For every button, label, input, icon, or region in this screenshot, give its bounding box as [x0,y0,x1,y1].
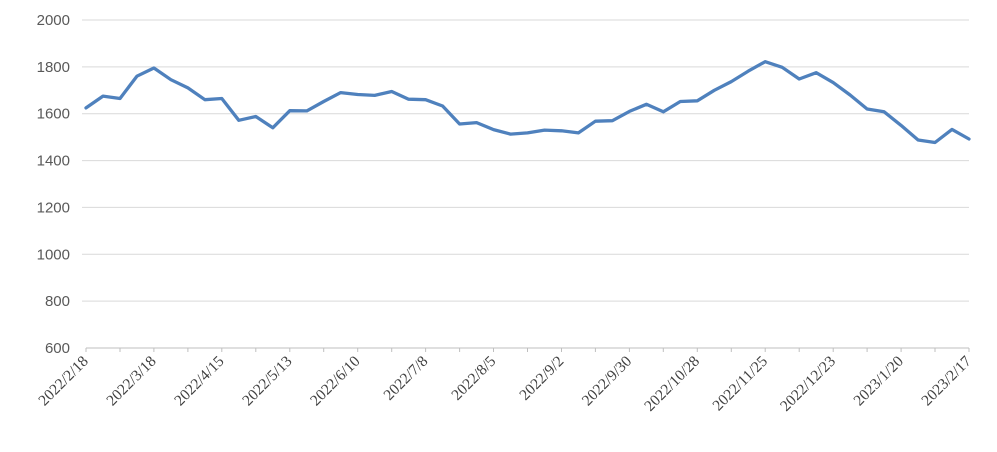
x-axis-label: 2023/1/20 [850,353,907,410]
x-axis-label: 2022/12/23 [777,353,839,415]
series-line-weekly-price [84,60,971,145]
x-axis-label: 2022/11/25 [709,353,771,415]
y-axis-label: 1000 [37,246,70,263]
x-axis-label: 2022/3/18 [103,353,160,410]
x-axis-label: 2023/2/17 [918,353,975,410]
x-axis-label: 2022/9/30 [579,353,636,410]
y-axis-label: 1400 [37,153,70,170]
x-axis-label: 2022/2/18 [35,353,92,410]
x-axis-label: 2022/9/2 [516,353,567,404]
y-axis-label: 800 [45,293,70,310]
y-axis-label: 1200 [37,199,70,216]
y-axis-label: 1800 [37,59,70,76]
y-axis-label: 1600 [37,106,70,123]
y-axis-label: 600 [45,340,70,357]
x-axis-label: 2022/5/13 [239,353,296,410]
x-axis-label: 2022/4/15 [171,353,228,410]
x-axis-label: 2022/7/8 [380,353,431,404]
x-axis-label: 2022/10/28 [641,353,703,415]
x-axis-label: 2022/6/10 [307,353,364,410]
y-axis-label: 2000 [37,12,70,29]
x-axis-label: 2022/8/5 [448,353,499,404]
